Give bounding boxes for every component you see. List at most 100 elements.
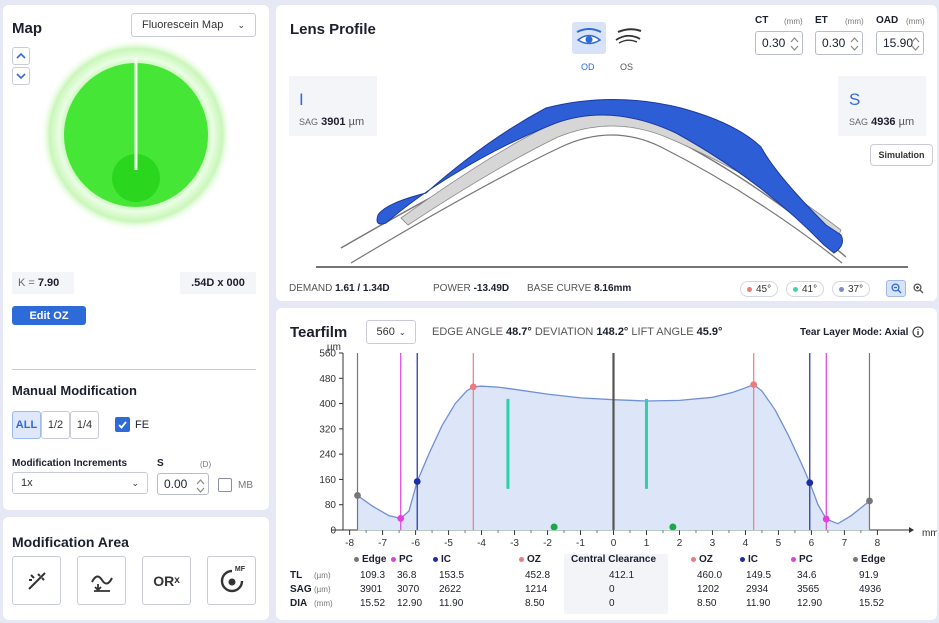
simulation-button[interactable]: Simulation — [870, 144, 933, 166]
lens-profile-title: Lens Profile — [290, 21, 376, 38]
map-type-dropdown[interactable]: Fluorescein Map ⌄ — [131, 13, 256, 37]
table-cell: 1214 — [525, 584, 548, 595]
y-tick-label: 240 — [319, 450, 336, 461]
table-cell: 4936 — [859, 584, 882, 595]
x-tick-label: 5 — [776, 538, 782, 549]
column-header: PC — [799, 554, 813, 565]
mf-target-icon — [220, 569, 243, 592]
tearfilm-dropdown[interactable]: 560 ⌄ — [366, 320, 416, 344]
cylinder-box: .54D x 000 — [180, 272, 256, 294]
superior-info-box: S SAG 4936 µm — [838, 76, 926, 136]
et-input[interactable]: 0.30 — [815, 31, 863, 55]
tear-layer-mode: Tear Layer Mode: Axial — [800, 326, 924, 338]
modification-area-title: Modification Area — [12, 534, 129, 550]
table-cell: 1202 — [697, 584, 720, 595]
y-tick-label: 400 — [319, 399, 336, 410]
segment-half[interactable]: 1/2 — [41, 411, 70, 439]
sag-value: 3901 — [321, 116, 346, 128]
scroll-down-button[interactable] — [12, 67, 30, 85]
scroll-up-button[interactable] — [12, 47, 30, 65]
lens-shape — [376, 99, 843, 254]
increments-dropdown[interactable]: 1x ⌄ — [12, 472, 148, 494]
column-header: Edge — [861, 554, 886, 565]
table-cell: 153.5 — [439, 570, 465, 581]
table-cell: 15.52 — [859, 598, 885, 609]
map-title: Map — [12, 20, 42, 37]
base-curve-value: 8.16mm — [594, 283, 632, 294]
table-cell: 0 — [609, 598, 615, 609]
x-axis-arrow — [909, 527, 914, 533]
oad-input[interactable]: 15.90 — [876, 31, 924, 55]
table-cell: 3565 — [797, 584, 820, 595]
mb-label: MB — [238, 480, 253, 491]
measurement-table: TL (µm) SAG (µm) DIA (mm) Edge 109.3 3901 15.52 PC… — [276, 554, 937, 616]
mb-checkbox[interactable] — [218, 478, 232, 492]
column-header: OZ — [527, 554, 541, 565]
spinner-icon[interactable] — [911, 35, 920, 53]
oad-unit: (mm) — [906, 17, 925, 26]
fe-checkbox[interactable] — [115, 417, 130, 432]
zoom-in-button[interactable] — [908, 280, 928, 297]
edit-oz-button[interactable]: Edit OZ — [12, 306, 86, 325]
check-icon — [118, 421, 127, 429]
superior-letter: S — [849, 90, 861, 109]
table-cell: 2622 — [439, 584, 462, 595]
table-cell: 452.8 — [525, 570, 551, 581]
eye-open-icon — [576, 28, 602, 45]
fluorescein-map[interactable] — [39, 38, 233, 232]
spinner-icon[interactable] — [850, 35, 859, 53]
os-eye-button[interactable] — [611, 22, 645, 54]
angle-dot — [793, 286, 798, 292]
et-unit: (mm) — [845, 17, 864, 26]
oad-label: OAD — [876, 15, 899, 26]
mf-tool-button[interactable]: MF — [207, 556, 256, 605]
manual-modification-title: Manual Modification — [12, 383, 137, 398]
tear-layer-mode-label: Tear Layer Mode: Axial — [800, 326, 909, 338]
ct-input[interactable]: 0.30 — [755, 31, 803, 55]
angle-pill-45[interactable]: 45° — [740, 281, 779, 297]
lift-angle-label: LIFT ANGLE — [631, 326, 694, 338]
row-label: SAG — [290, 584, 312, 595]
demand-value: 1.61 / 1.34D — [335, 283, 390, 294]
os-label: OS — [620, 62, 634, 72]
info-icon[interactable] — [912, 326, 924, 338]
increments-label: Modification Increments — [12, 458, 128, 469]
lift-angle-value: 45.9° — [696, 326, 723, 338]
s-input[interactable]: 0.00 — [157, 473, 209, 495]
ct-value: 0.30 — [762, 36, 786, 50]
table-cell: 0 — [609, 584, 615, 595]
spinner-icon[interactable] — [196, 477, 205, 495]
map-panel: Map Fluorescein Map ⌄ K = 7.90 .54D x 00… — [3, 5, 269, 510]
wand-icon — [27, 571, 46, 590]
angle-value: 41° — [802, 283, 818, 295]
zone-marker — [354, 492, 361, 499]
x-tick-label: -4 — [477, 538, 486, 549]
curve-adjust-tool-button[interactable] — [77, 556, 126, 605]
column-header: IC — [748, 554, 758, 565]
orx-tool-button[interactable]: OR x — [142, 556, 191, 605]
zoom-out-button[interactable] — [886, 280, 906, 297]
angle-pill-37[interactable]: 37° — [832, 281, 871, 297]
ct-unit: (mm) — [784, 17, 803, 26]
segment-quarter[interactable]: 1/4 — [70, 411, 99, 439]
table-cell: 34.6 — [797, 570, 817, 581]
column-dot — [691, 557, 696, 562]
curve-adjust-icon — [90, 575, 113, 592]
sag-label: SAG — [299, 117, 319, 127]
wand-tool-button[interactable] — [12, 556, 61, 605]
inferior-info-box: I SAG 3901 µm — [289, 76, 377, 136]
spinner-icon[interactable] — [790, 35, 799, 53]
limbal-marker — [550, 523, 558, 531]
tearfilm-dropdown-value: 560 — [376, 326, 395, 338]
table-cell: 8.50 — [525, 598, 545, 609]
column-header: Edge — [362, 554, 387, 565]
x-tick-label: -1 — [576, 538, 585, 549]
segment-group: ALL 1/2 1/4 — [12, 411, 99, 439]
limbal-marker — [669, 523, 677, 531]
chevron-down-icon: ⌄ — [398, 327, 406, 337]
segment-all[interactable]: ALL — [12, 411, 41, 439]
angle-pill-41[interactable]: 41° — [786, 281, 825, 297]
x-unit-label: mm — [922, 528, 937, 539]
od-eye-button[interactable] — [572, 22, 606, 54]
